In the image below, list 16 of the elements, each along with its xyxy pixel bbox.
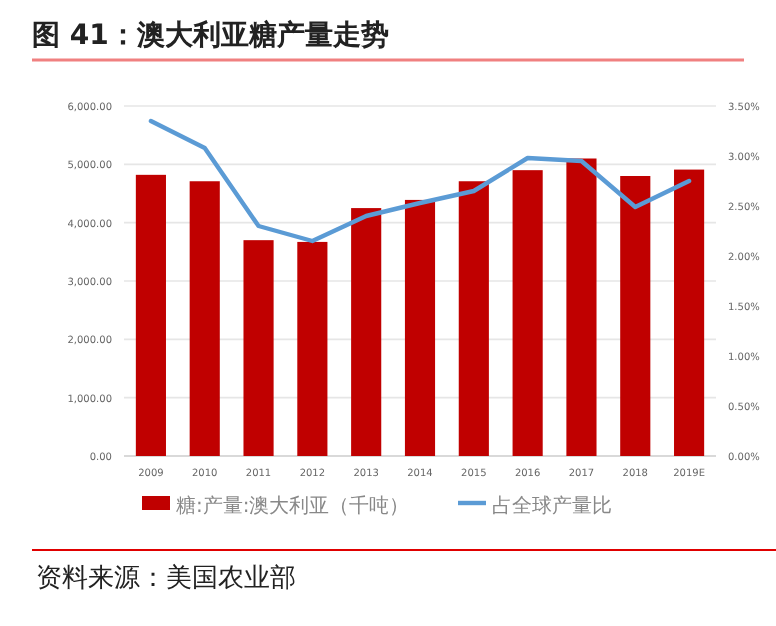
bar [512, 170, 543, 456]
bar [404, 199, 436, 456]
line-series [148, 118, 692, 244]
bar [620, 176, 651, 456]
bar [566, 158, 597, 456]
chart-title: 图 41：澳大利亚糖产量走势 [32, 18, 389, 52]
bar [458, 181, 489, 456]
bar [243, 240, 274, 456]
legend-label: 糖:产量:澳大利亚（千吨） [176, 494, 410, 518]
bar [297, 241, 328, 456]
legend-label: 占全球产量比 [492, 494, 612, 518]
bar [351, 208, 382, 456]
bar [674, 169, 705, 456]
bar [189, 181, 220, 456]
bar [135, 174, 166, 456]
text: 资料来源：美国农业部 [36, 562, 296, 594]
